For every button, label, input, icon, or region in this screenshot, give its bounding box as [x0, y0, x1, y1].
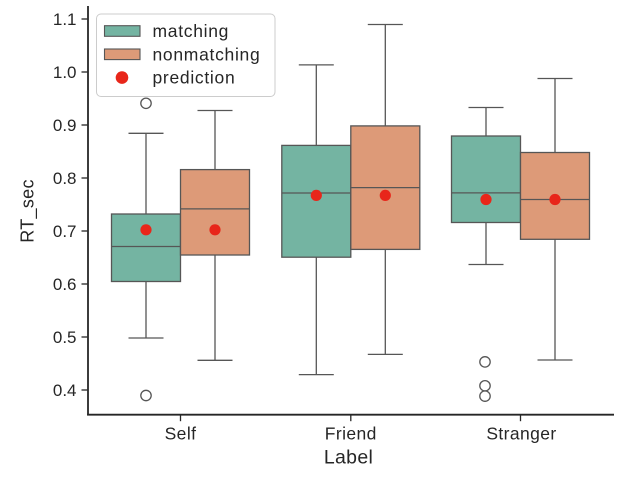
svg-text:matching: matching	[153, 21, 230, 41]
svg-text:nonmatching: nonmatching	[153, 44, 261, 64]
svg-text:0.7: 0.7	[53, 222, 77, 241]
svg-text:Friend: Friend	[325, 423, 377, 443]
svg-text:Label: Label	[324, 447, 373, 469]
svg-text:0.8: 0.8	[53, 169, 77, 188]
svg-text:1.0: 1.0	[53, 63, 77, 82]
svg-text:Self: Self	[165, 423, 197, 443]
svg-text:1.1: 1.1	[53, 10, 77, 29]
svg-text:0.4: 0.4	[53, 381, 77, 400]
svg-text:RT_sec: RT_sec	[18, 179, 39, 243]
svg-text:0.5: 0.5	[53, 328, 77, 347]
svg-text:0.9: 0.9	[53, 116, 77, 135]
svg-text:Stranger: Stranger	[486, 423, 556, 443]
svg-text:prediction: prediction	[153, 68, 236, 88]
svg-text:0.6: 0.6	[53, 275, 77, 294]
